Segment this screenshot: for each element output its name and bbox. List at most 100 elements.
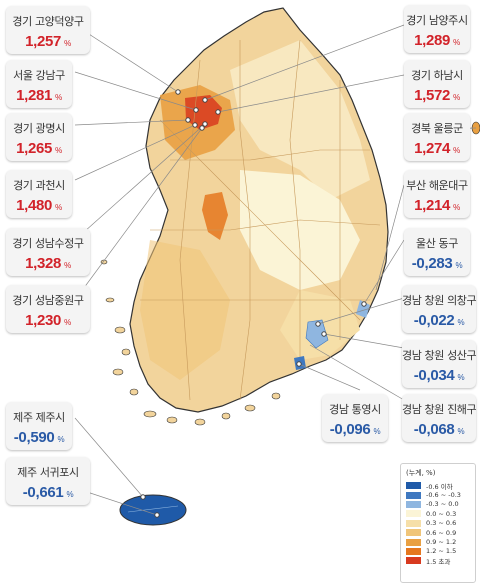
- legend-title: (누계, %): [406, 469, 436, 477]
- callout-value-row: 1,274%: [404, 140, 470, 157]
- callout-unit: %: [57, 435, 65, 444]
- callout-value: -0,034: [413, 367, 455, 384]
- legend-label: 1.5 초과: [426, 557, 451, 566]
- callout-value: 1,281: [16, 87, 53, 104]
- callout-jeju-si: 제주 제주시 -0,590%: [6, 402, 72, 450]
- callout-unit: %: [457, 318, 465, 327]
- callout-value-row: -0,283%: [404, 255, 470, 272]
- legend-item: -0.6 이하: [406, 481, 470, 491]
- callout-hanam: 경기 하남시 1,572%: [404, 60, 470, 108]
- callout-unit: %: [55, 146, 62, 155]
- callout-value: -0,283: [411, 255, 453, 272]
- seoul-hotspot: [185, 95, 222, 130]
- callout-value-row: -0,034%: [402, 367, 476, 384]
- callout-name: 서울 강남구: [13, 69, 65, 82]
- callout-seogwipo: 제주 서귀포시 -0,661%: [6, 457, 90, 505]
- legend-item: 1.5 초과: [406, 556, 470, 566]
- legend-swatch: [406, 557, 421, 565]
- callout-unit: %: [55, 93, 62, 102]
- callout-name: 경북 울릉군: [411, 122, 463, 135]
- callout-name: 울산 동구: [416, 237, 458, 250]
- western-islands: [100, 259, 281, 426]
- callout-value: -0,022: [413, 312, 455, 329]
- district-boundaries: [140, 39, 381, 401]
- legend-label: 0.0 ~ 0.3: [426, 509, 457, 518]
- legend-swatch: [406, 482, 421, 490]
- legend-swatch: [406, 510, 421, 518]
- callout-value-row: 1,265%: [6, 140, 72, 157]
- legend-label: 0.3 ~ 0.6: [426, 519, 457, 528]
- callout-ulleung: 경북 울릉군 1,274%: [404, 113, 470, 161]
- callout-goyang-deogyang: 경기 고양덕양구 1,257%: [6, 6, 90, 54]
- southwest-region: [140, 240, 230, 380]
- changwon-region: [305, 319, 329, 349]
- callout-value: 1,257: [25, 33, 62, 50]
- callout-changwon-jinhae: 경남 창원 진해구 -0,068%: [402, 394, 477, 442]
- callout-seongnam-sujeong: 경기 성남수정구 1,328%: [6, 228, 90, 276]
- callout-ulsan-dong: 울산 동구 -0,283%: [404, 228, 470, 276]
- callout-changwon-seongsan: 경남 창원 성산구 -0,034%: [402, 340, 477, 388]
- callout-unit: %: [453, 38, 460, 47]
- callout-unit: %: [453, 146, 460, 155]
- callout-value-row: -0,068%: [402, 421, 476, 438]
- central-high-region: [202, 192, 228, 240]
- location-markers: [140, 89, 367, 518]
- callout-unit: %: [64, 318, 71, 327]
- map-legend: (누계, %) -0.6 이하 -0.6 ~ -0.3 -0.3 ~ 0.0 0…: [400, 463, 476, 583]
- callout-unit: %: [64, 39, 71, 48]
- callout-name: 경기 과천시: [13, 179, 65, 192]
- legend-swatch: [406, 491, 421, 499]
- callout-name: 경남 창원 의창구: [402, 294, 477, 307]
- callout-value: 1,572: [414, 87, 451, 104]
- callout-name: 경남 통영시: [329, 403, 381, 416]
- callout-gwangmyeong: 경기 광명시 1,265%: [6, 113, 72, 161]
- callout-value: 1,265: [16, 140, 53, 157]
- callout-value-row: 1,328%: [6, 255, 90, 272]
- callout-value-row: 1,281%: [6, 87, 72, 104]
- jeju-island: [119, 494, 187, 526]
- callout-name: 경기 남양주시: [406, 14, 468, 27]
- callout-unit: %: [373, 427, 381, 436]
- callout-name: 경기 고양덕양구: [12, 15, 84, 28]
- callout-value-row: 1,214%: [404, 197, 470, 214]
- callout-name: 제주 제주시: [13, 411, 65, 424]
- leader-lines: [74, 24, 477, 516]
- callout-name: 경기 성남중원구: [12, 294, 84, 307]
- callout-unit: %: [55, 203, 62, 212]
- eastern-low-region: [230, 40, 370, 200]
- callout-value: -0,661: [22, 484, 64, 501]
- jeju-boundary: [127, 505, 179, 513]
- callout-tongyeong: 경남 통영시 -0,096%: [322, 394, 388, 442]
- callout-value-row: -0,096%: [322, 421, 388, 438]
- legend-label: 0.6 ~ 0.9: [426, 528, 457, 537]
- legend-item: 0.9 ~ 1.2: [406, 537, 470, 546]
- legend-item: 0.3 ~ 0.6: [406, 519, 470, 528]
- legend-item: 0.0 ~ 0.3: [406, 509, 470, 518]
- legend-item: 0.6 ~ 0.9: [406, 528, 470, 537]
- callout-unit: %: [453, 93, 460, 102]
- callout-value: -0,590: [13, 429, 55, 446]
- legend-swatch: [406, 519, 421, 527]
- callout-namyangju: 경기 남양주시 1,289%: [404, 5, 470, 53]
- callout-name: 경기 광명시: [13, 122, 65, 135]
- callout-value-row: 1,480%: [6, 197, 72, 214]
- callout-name: 경남 창원 성산구: [402, 349, 477, 362]
- callout-haeundae: 부산 해운대구 1,214%: [404, 170, 470, 218]
- callout-value-row: 1,572%: [404, 87, 470, 104]
- callout-value: 1,328: [25, 255, 62, 272]
- legend-label: -0.3 ~ 0.0: [426, 500, 459, 509]
- legend-swatch: [406, 547, 421, 555]
- callout-unit: %: [66, 490, 74, 499]
- legend-item: 1.2 ~ 1.5: [406, 547, 470, 556]
- callout-value-row: 1,289%: [404, 32, 470, 49]
- callout-name: 경남 창원 진해구: [402, 403, 477, 416]
- callout-value-row: -0,022%: [402, 312, 476, 329]
- callout-value: 1,230: [25, 312, 62, 329]
- callout-name: 제주 서귀포시: [17, 466, 79, 479]
- legend-swatch: [406, 529, 421, 537]
- callout-unit: %: [64, 261, 71, 270]
- legend-swatch: [406, 500, 421, 508]
- callout-value: 1,274: [414, 140, 451, 157]
- callout-value: 1,214: [414, 197, 451, 214]
